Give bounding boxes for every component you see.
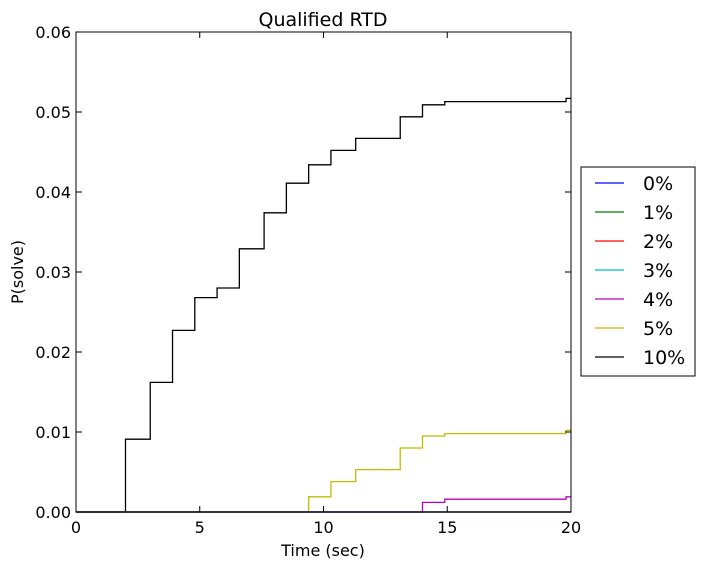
- chart-title: Qualified RTD: [258, 9, 387, 31]
- legend: 0% 1% 2% 3% 4% 5% 10%: [580, 166, 696, 377]
- y-tick-label: 0.05: [35, 103, 71, 122]
- legend-label: 2%: [643, 231, 673, 253]
- legend-box: [580, 166, 696, 377]
- x-tick-label: 10: [313, 518, 333, 537]
- y-tick-label: 0.06: [35, 23, 71, 42]
- y-tick-label: 0.03: [35, 263, 71, 282]
- y-tick-label: 0.02: [35, 343, 71, 362]
- x-tick-label: 5: [195, 518, 205, 537]
- plot-area: 0 5 10 15 20 0.00 0.01 0.02 0.03 0.04 0.05 0.06: [35, 23, 581, 537]
- x-tick-label: 15: [437, 518, 457, 537]
- series-line-4pct: [76, 496, 571, 513]
- x-tick-label: 20: [561, 518, 581, 537]
- x-axis-label: Time (sec): [280, 541, 365, 560]
- x-tick-label: 0: [71, 518, 81, 537]
- y-axis-label: P(solve): [8, 240, 27, 304]
- y-tick-label: 0.01: [35, 423, 71, 442]
- legend-label: 0%: [643, 173, 673, 195]
- axes-frame: [75, 31, 572, 513]
- y-tick-label: 0.04: [35, 183, 71, 202]
- series-line-5pct: [76, 429, 571, 513]
- legend-label: 1%: [643, 202, 673, 224]
- legend-label: 4%: [643, 289, 673, 311]
- legend-label: 5%: [643, 318, 673, 340]
- legend-label: 10%: [643, 347, 685, 369]
- legend-label: 3%: [643, 260, 673, 282]
- series-line-10pct: [76, 97, 571, 513]
- y-tick-label: 0.00: [35, 503, 71, 522]
